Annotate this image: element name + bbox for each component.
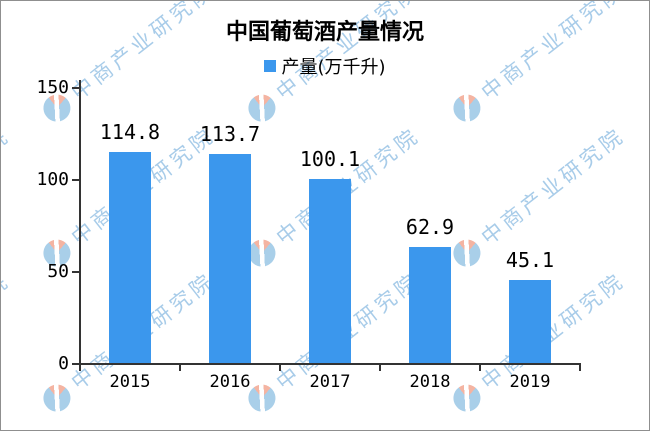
y-axis-tick xyxy=(72,87,79,89)
x-axis-line xyxy=(79,363,581,365)
y-axis-tick xyxy=(72,363,79,365)
value-label-2016: 113.7 xyxy=(199,122,261,146)
legend-swatch-icon xyxy=(264,60,277,72)
y-axis-label: 50 xyxy=(47,261,69,282)
x-axis-tick xyxy=(379,363,381,371)
x-axis-label-2019: 2019 xyxy=(509,372,551,392)
bar-2015 xyxy=(109,152,151,363)
bar-2019 xyxy=(509,280,551,363)
value-label-2017: 100.1 xyxy=(299,147,361,171)
x-axis-tick xyxy=(279,363,281,371)
x-axis-label-2017: 2017 xyxy=(309,372,351,392)
value-label-2015: 114.8 xyxy=(99,120,161,144)
bar-2016 xyxy=(209,154,251,363)
y-axis-label: 0 xyxy=(58,353,69,374)
x-axis-label-2016: 2016 xyxy=(209,372,251,392)
legend: 产量(万千升) xyxy=(1,53,649,79)
x-axis-tick xyxy=(79,363,81,371)
bar-2017 xyxy=(309,179,351,363)
y-axis-label: 100 xyxy=(36,169,69,190)
y-axis-label: 150 xyxy=(36,77,69,98)
bar-2018 xyxy=(409,247,451,363)
value-label-2018: 62.9 xyxy=(405,215,455,239)
chart-title: 中国葡萄酒产量情况 xyxy=(225,20,424,45)
y-axis-tick xyxy=(72,271,79,273)
value-label-2019: 45.1 xyxy=(505,248,555,272)
y-axis-tick xyxy=(72,179,79,181)
legend-label: 产量(万千升) xyxy=(281,57,386,78)
x-axis-tick xyxy=(479,363,481,371)
x-axis-tick xyxy=(579,363,581,371)
x-axis-tick xyxy=(179,363,181,371)
y-axis-line xyxy=(79,80,81,365)
x-axis-label-2015: 2015 xyxy=(109,372,151,392)
x-axis-label-2018: 2018 xyxy=(409,372,451,392)
